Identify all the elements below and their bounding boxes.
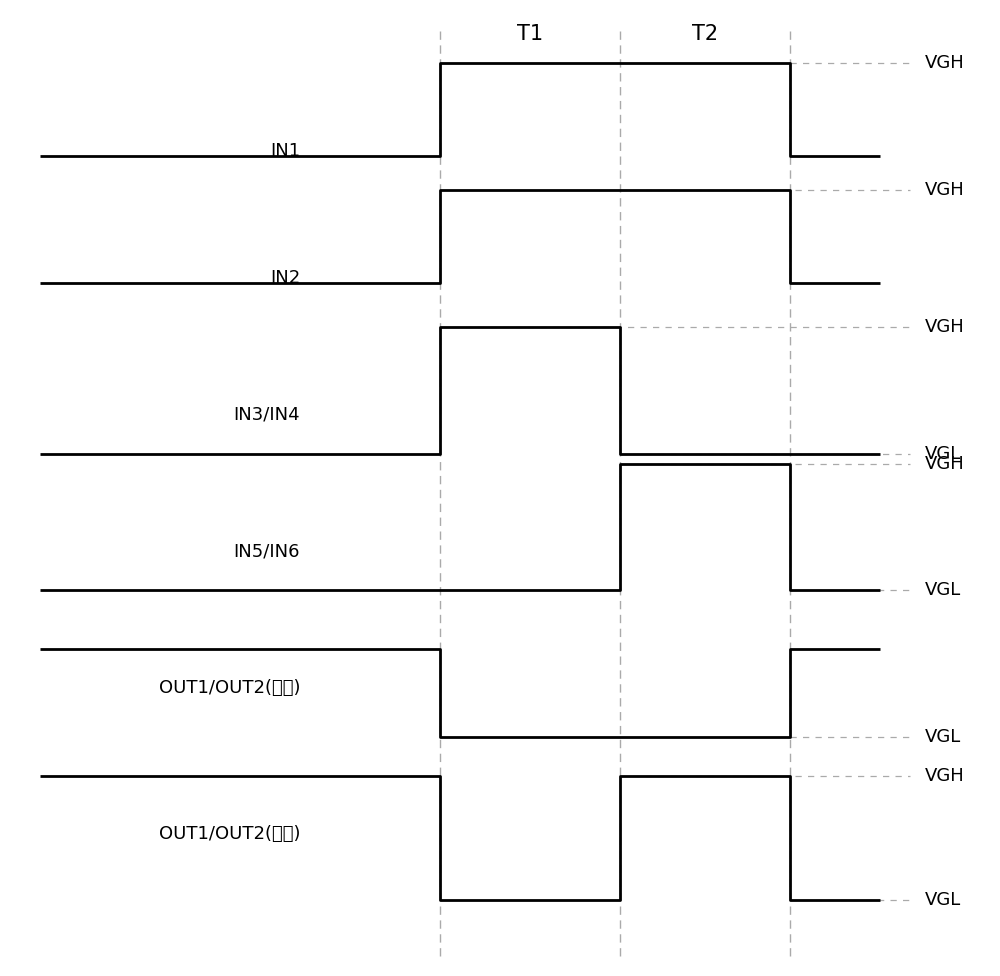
Text: T1: T1 [517, 24, 543, 44]
Text: VGH: VGH [925, 318, 965, 336]
Text: IN2: IN2 [270, 269, 300, 287]
Text: VGL: VGL [925, 891, 961, 909]
Text: IN3/IN4: IN3/IN4 [233, 406, 300, 424]
Text: VGL: VGL [925, 445, 961, 463]
Text: T2: T2 [692, 24, 718, 44]
Text: VGH: VGH [925, 55, 965, 72]
Text: VGH: VGH [925, 182, 965, 199]
Text: IN5/IN6: IN5/IN6 [234, 543, 300, 560]
Text: OUT1/OUT2(断路): OUT1/OUT2(断路) [158, 826, 300, 843]
Text: VGL: VGL [925, 582, 961, 599]
Text: VGL: VGL [925, 728, 961, 746]
Text: OUT1/OUT2(通路): OUT1/OUT2(通路) [158, 679, 300, 697]
Text: VGH: VGH [925, 767, 965, 785]
Text: IN1: IN1 [270, 142, 300, 160]
Text: VGH: VGH [925, 455, 965, 472]
